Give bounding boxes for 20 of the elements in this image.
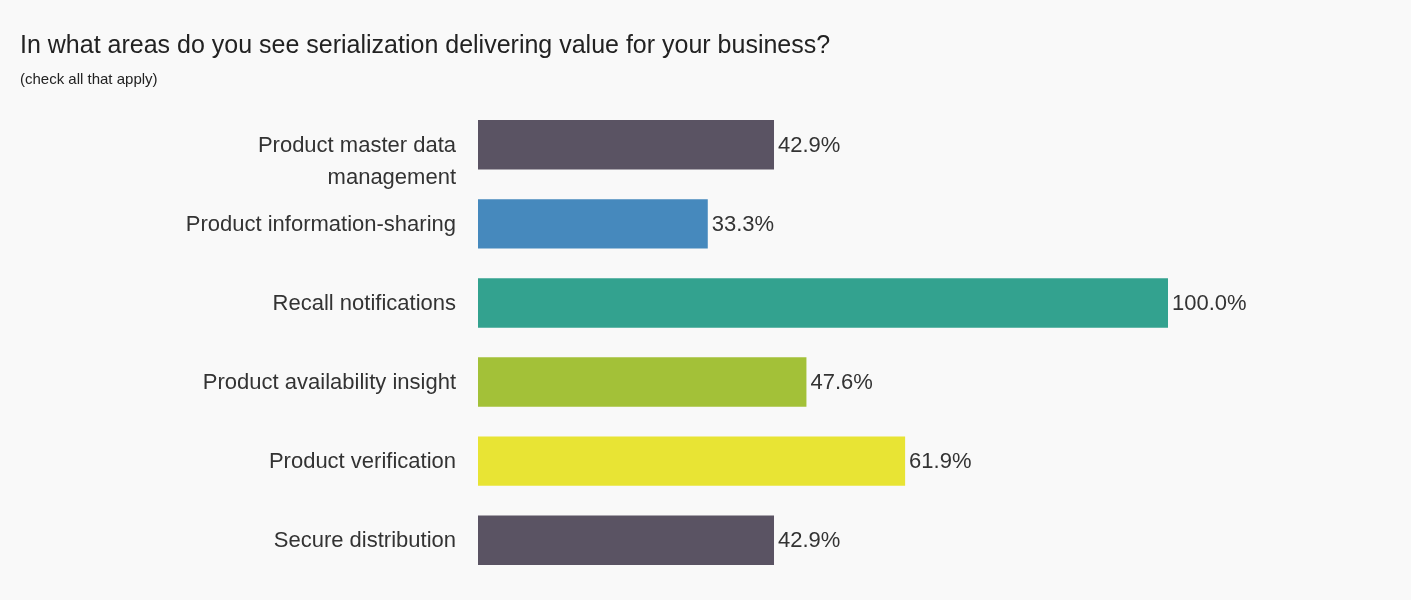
y-tick-label: Recall notifications [272,289,456,315]
bar [478,357,807,407]
data-label: 47.6% [810,369,873,395]
text: (check all that apply) [20,70,158,87]
data-label: 33.3% [711,210,775,236]
chart-title: In what areas do you see serialization delivering value for your business? [20,30,831,58]
data-label: 42.9% [778,131,841,157]
y-tick-label: Secure distribution [273,527,456,553]
y-tick-label: Product information-sharing [185,210,456,236]
y-tick-label: Product verification [268,448,456,474]
data-label: 42.9% [778,527,841,553]
bar [478,515,775,565]
bar [478,278,1168,328]
bar [478,120,775,170]
data-label: 100.0% [1172,289,1247,315]
y-tick-label: Product master data management [257,131,457,189]
bar [478,199,708,249]
y-tick-label: Product availability insight [202,369,456,395]
bar [478,436,906,486]
data-label: 61.9% [909,448,972,474]
